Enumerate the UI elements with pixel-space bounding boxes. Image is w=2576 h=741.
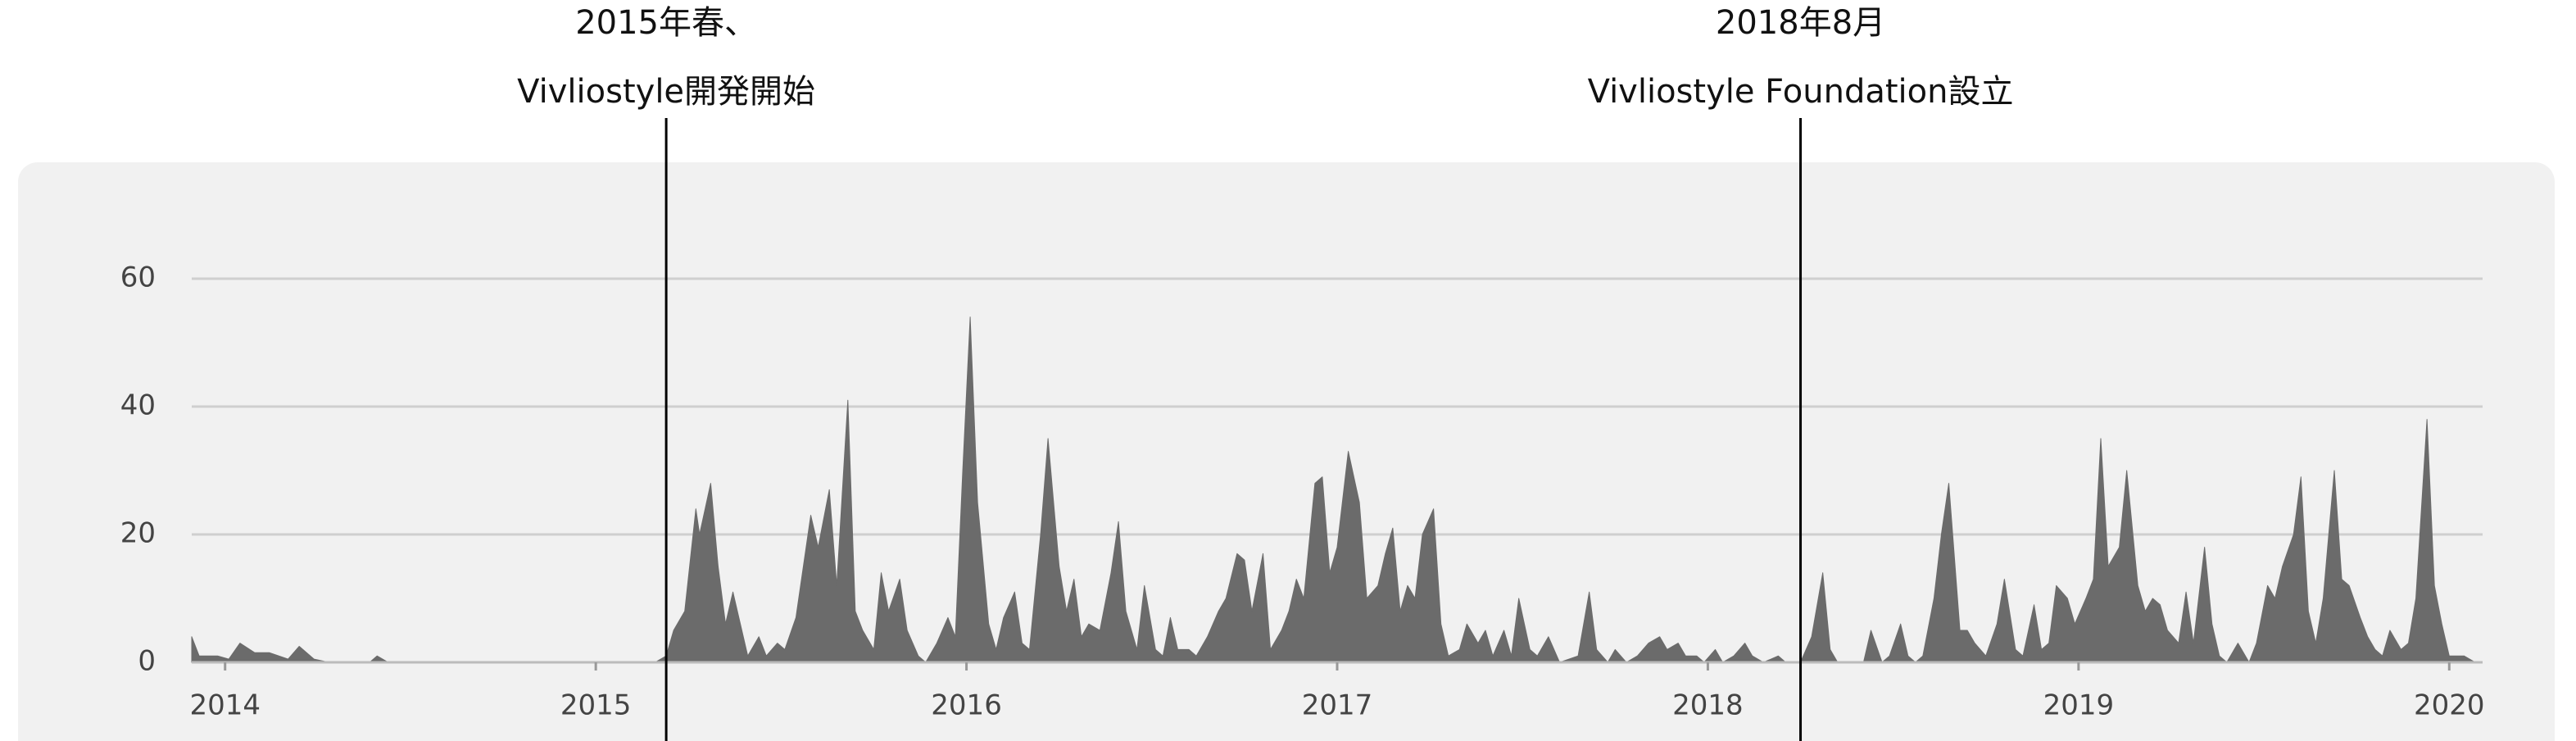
x-tick-label: 2020 bbox=[2414, 689, 2485, 722]
x-tick-label: 2015 bbox=[560, 689, 632, 722]
x-tick-label: 2018 bbox=[1672, 689, 1744, 722]
x-tick-label: 2019 bbox=[2043, 689, 2115, 722]
annotation-text: Vivliostyle開発開始 bbox=[517, 73, 815, 111]
x-tick-label: 2016 bbox=[931, 689, 1002, 722]
x-tick-label: 2017 bbox=[1302, 689, 1373, 722]
y-tick-label: 40 bbox=[120, 389, 156, 422]
annotation-text: Vivliostyle Foundation設立 bbox=[1588, 73, 2014, 111]
y-tick-label: 0 bbox=[138, 645, 156, 678]
chart-panel bbox=[18, 162, 2555, 741]
x-tick-label: 2014 bbox=[189, 689, 261, 722]
annotation-text: 2018年8月 bbox=[1716, 4, 1885, 42]
y-tick-label: 20 bbox=[120, 517, 156, 550]
annotation-text: 2015年春、 bbox=[575, 4, 757, 42]
y-tick-label: 60 bbox=[120, 261, 156, 294]
area bbox=[191, 316, 2476, 663]
